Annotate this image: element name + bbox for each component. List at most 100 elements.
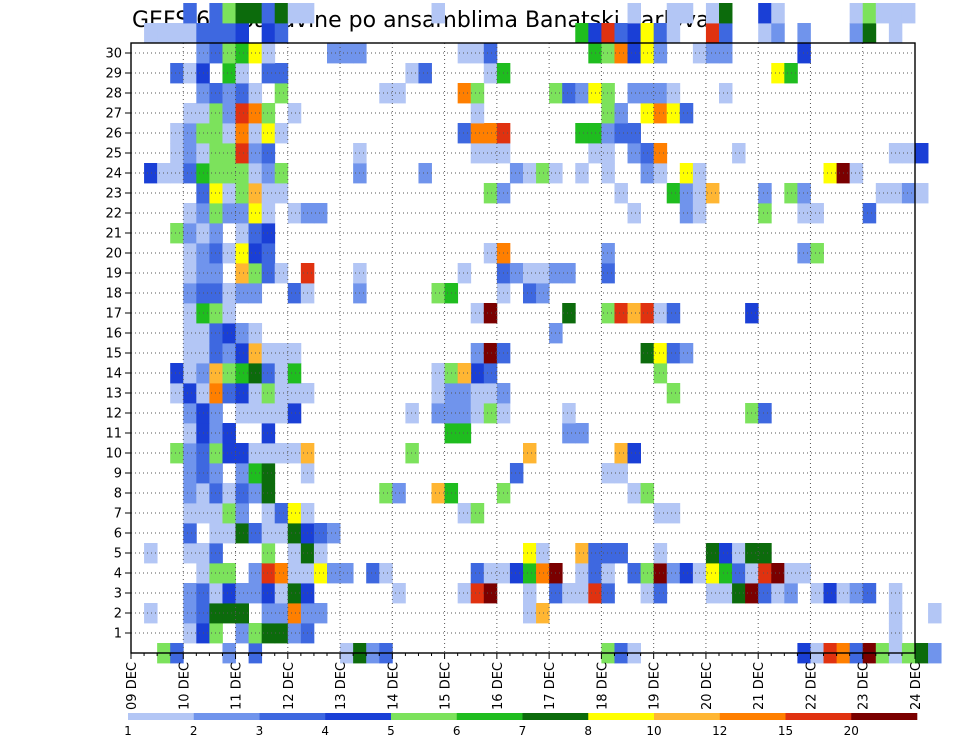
- heatmap-cell: [222, 323, 236, 344]
- heatmap-cell: [483, 383, 498, 404]
- heatmap-cell: [771, 63, 785, 84]
- heatmap-cell: [183, 343, 197, 364]
- y-tick-label: 5: [114, 547, 122, 562]
- heatmap-cell: [235, 243, 249, 264]
- heatmap-cell: [705, 23, 720, 44]
- heatmap-cell: [222, 103, 236, 124]
- heatmap-cell: [235, 363, 249, 384]
- heatmap-cell: [261, 3, 276, 24]
- heatmap-cell: [601, 23, 615, 44]
- y-tick-label: 10: [105, 447, 122, 462]
- y-tick-label: 19: [105, 267, 122, 282]
- heatmap-cell: [222, 83, 236, 104]
- heatmap-cell: [209, 23, 223, 44]
- heatmap-cell: [601, 123, 615, 144]
- heatmap-cell: [483, 403, 498, 424]
- heatmap-cell: [209, 603, 223, 624]
- x-tick-label: 16 DEC: [491, 662, 506, 710]
- heatmap-cell: [523, 443, 537, 464]
- heatmap-cell: [431, 483, 445, 504]
- heatmap-cell: [797, 183, 811, 204]
- heatmap-cell: [274, 23, 289, 44]
- heatmap-cell: [209, 563, 223, 584]
- heatmap-cell: [640, 23, 655, 44]
- heatmap-cell: [209, 543, 223, 564]
- heatmap-cell: [666, 3, 681, 24]
- y-tick-label: 3: [114, 587, 122, 602]
- heatmap-cell: [627, 83, 641, 104]
- heatmap-cell: [261, 163, 276, 184]
- heatmap-cell: [235, 43, 249, 64]
- heatmap-cell: [274, 63, 289, 84]
- heatmap-cell: [209, 363, 223, 384]
- y-tick-label: 20: [105, 247, 122, 262]
- heatmap-cell: [483, 563, 498, 584]
- heatmap-cell: [431, 3, 445, 24]
- heatmap-cell: [562, 303, 576, 324]
- heatmap-cell: [601, 143, 615, 164]
- heatmap-cell: [170, 63, 184, 84]
- colorbar-label: 6: [453, 724, 461, 738]
- heatmap-cell: [209, 423, 223, 444]
- heatmap-cell: [483, 243, 498, 264]
- heatmap-cell: [431, 363, 445, 384]
- heatmap-cell: [235, 203, 249, 224]
- heatmap-cell: [457, 363, 472, 384]
- heatmap-cell: [222, 423, 236, 444]
- heatmap-cell: [823, 583, 837, 604]
- heatmap-cell: [601, 263, 615, 284]
- heatmap-cell: [209, 103, 223, 124]
- y-tick-label: 13: [105, 387, 122, 402]
- heatmap-cell: [235, 443, 249, 464]
- heatmap-cell: [209, 183, 223, 204]
- heatmap-cell: [235, 583, 249, 604]
- heatmap-cell: [313, 203, 328, 224]
- heatmap-cell: [261, 243, 276, 264]
- heatmap-cell: [144, 603, 158, 624]
- heatmap-cell: [705, 183, 720, 204]
- heatmap-cell: [287, 443, 302, 464]
- heatmap-cell: [758, 563, 772, 584]
- heatmap-cell: [928, 643, 942, 664]
- heatmap-cell: [614, 463, 628, 484]
- heatmap-cell: [758, 583, 772, 604]
- heatmap-cell: [261, 103, 276, 124]
- y-tick-label: 26: [105, 127, 122, 142]
- heatmap-cell: [523, 603, 537, 624]
- heatmap-cell: [457, 123, 472, 144]
- x-tick-label: 22 DEC: [804, 662, 819, 710]
- heatmap-cell: [614, 443, 628, 464]
- heatmap-cell: [627, 23, 641, 44]
- colorbar-swatch: [851, 713, 918, 720]
- heatmap-cell: [797, 23, 811, 44]
- heatmap-cell: [183, 543, 197, 564]
- heatmap-cell: [274, 163, 289, 184]
- heatmap-cell: [157, 23, 171, 44]
- heatmap-cell: [601, 163, 615, 184]
- heatmap-cell: [523, 263, 537, 284]
- heatmap-cell: [679, 203, 694, 224]
- heatmap-cell: [261, 583, 276, 604]
- heatmap-cell: [666, 343, 681, 364]
- heatmap-cell: [719, 563, 733, 584]
- heatmap-cell: [183, 443, 197, 464]
- heatmap-cell: [183, 423, 197, 444]
- heatmap-cell: [431, 383, 445, 404]
- heatmap-cell: [327, 43, 341, 64]
- heatmap-cell: [601, 563, 615, 584]
- heatmap-cell: [810, 203, 824, 224]
- colorbar-label: 10: [646, 724, 661, 738]
- heatmap-cell: [209, 503, 223, 524]
- heatmap-cell: [222, 483, 236, 504]
- heatmap-cell: [235, 503, 249, 524]
- colorbar-label: 7: [519, 724, 527, 738]
- heatmap-cell: [627, 143, 641, 164]
- heatmap-cell: [483, 583, 498, 604]
- heatmap-cell: [823, 163, 837, 184]
- heatmap-cell: [470, 303, 485, 324]
- heatmap-cell: [183, 203, 197, 224]
- heatmap-cell: [222, 283, 236, 304]
- heatmap-cell: [849, 3, 864, 24]
- heatmap-cell: [222, 43, 236, 64]
- heatmap-cell: [627, 483, 641, 504]
